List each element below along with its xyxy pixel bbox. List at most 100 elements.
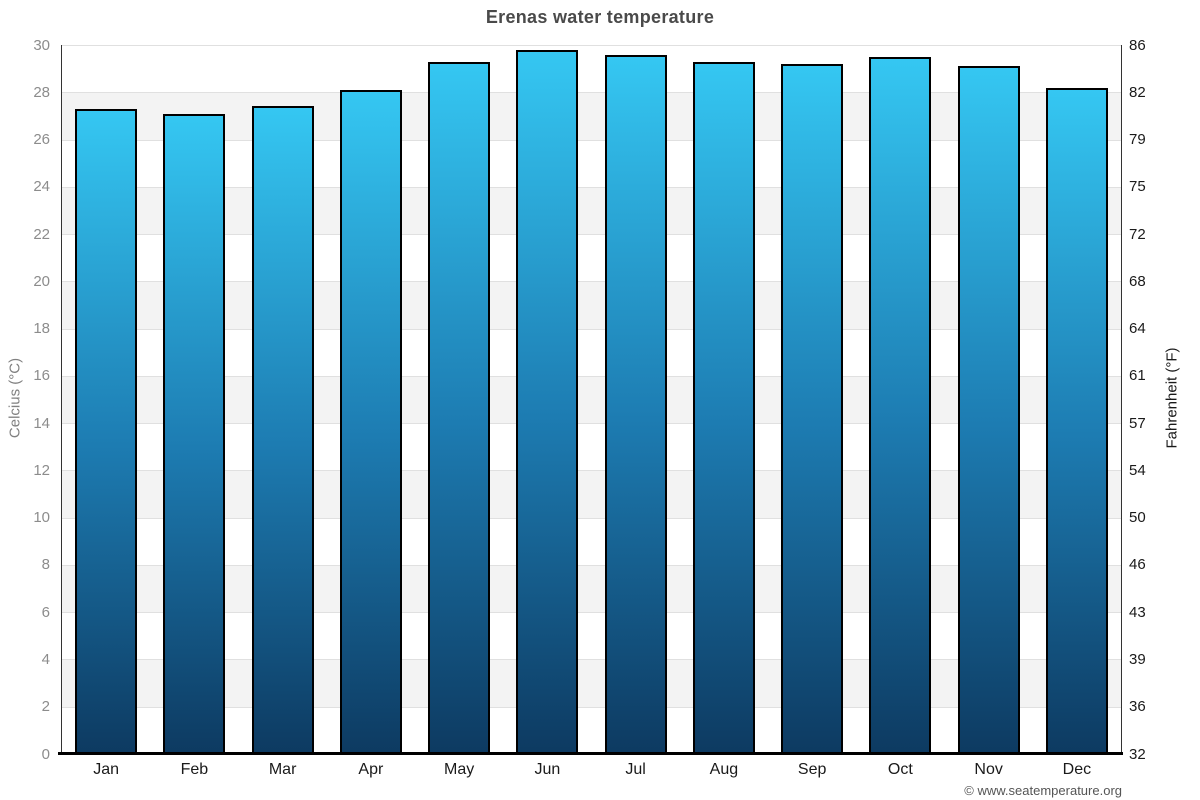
plot-band [62, 517, 1121, 565]
gridline [62, 564, 1121, 566]
bar-sep [781, 63, 844, 754]
plot-band [62, 45, 1121, 93]
x-tick-label-jun: Jun [534, 761, 561, 778]
x-tick-label-dec: Dec [1062, 761, 1092, 778]
bar-slot [150, 113, 238, 754]
x-tick-label-sep: Sep [797, 761, 827, 778]
left-axis-line [61, 45, 62, 754]
bar-nov [957, 66, 1020, 754]
gridline [62, 706, 1121, 708]
y-tick-label-left: 24 [33, 178, 50, 196]
gridline [62, 234, 1121, 236]
gridline [62, 92, 1121, 94]
y-tick-label-left: 12 [33, 461, 50, 479]
x-tick-label-nov: Nov [974, 761, 1003, 778]
y-tick-label-right: 86 [1129, 36, 1146, 54]
bar-slot [1033, 87, 1121, 754]
gridline [62, 423, 1121, 425]
bar-slot [62, 108, 150, 754]
bar-jun [516, 49, 579, 754]
y-tick-label-left: 6 [41, 603, 50, 621]
y-tick-label-left: 30 [33, 36, 50, 54]
y-tick-label-left: 22 [33, 225, 50, 243]
gridline [62, 139, 1121, 141]
y-tick-label-left: 20 [33, 272, 50, 290]
x-tick-label-apr: Apr [358, 761, 384, 778]
y-tick-label-right: 79 [1129, 131, 1146, 149]
y-tick-label-right: 64 [1129, 320, 1146, 338]
y-tick-label-left: 4 [41, 650, 50, 668]
y-tick-label-left: 10 [33, 509, 50, 527]
y-tick-label-left: 8 [41, 556, 50, 574]
x-axis-ticks: Jan Feb Mar Apr May Jun Jul Aug Sep Oct Nov Dec [62, 761, 1121, 779]
x-tick-label-oct: Oct [887, 761, 913, 778]
x-tick-label-jan: Jan [93, 761, 120, 778]
y-tick-label-left: 0 [41, 745, 50, 763]
y-axis-left-title: Celcius (°C) [6, 357, 24, 439]
x-axis-line [58, 752, 1123, 755]
bar-jan [75, 108, 138, 754]
bar-mar [251, 106, 314, 754]
bar-slot [239, 106, 327, 754]
bar-slot [768, 63, 856, 754]
x-tick-label-feb: Feb [180, 761, 209, 778]
plot-band [62, 281, 1121, 329]
gridline [62, 186, 1121, 188]
y-tick-label-right: 50 [1129, 509, 1146, 527]
copyright-text: © www.seatemperature.org [964, 783, 1122, 798]
y-tick-label-right: 54 [1129, 461, 1146, 479]
plot-area [61, 45, 1122, 754]
right-axis-line [1121, 45, 1122, 754]
x-tick-label-mar: Mar [268, 761, 297, 778]
plot-band [62, 328, 1121, 376]
plot-band [62, 139, 1121, 187]
plot-band [62, 186, 1121, 235]
bar-series [62, 45, 1121, 754]
bar-slot [680, 61, 768, 754]
y-tick-label-right: 46 [1129, 556, 1146, 574]
plot-band [62, 706, 1121, 754]
bar-jul [604, 54, 667, 754]
y-tick-label-right: 36 [1129, 698, 1146, 716]
bar-oct [869, 56, 932, 754]
x-tick-label-aug: Aug [709, 761, 739, 778]
x-tick-label-may: May [444, 761, 475, 778]
gridline [62, 281, 1121, 283]
y-tick-label-left: 18 [33, 320, 50, 338]
plot-band [62, 375, 1121, 424]
y-tick-label-right: 39 [1129, 650, 1146, 668]
y-axis-right-title: Fahrenheit (°F) [1163, 347, 1181, 449]
y-tick-label-right: 75 [1129, 178, 1146, 196]
gridline [62, 659, 1121, 661]
bar-slot [327, 89, 415, 754]
plot-band [62, 564, 1121, 613]
bar-dec [1045, 87, 1108, 754]
bar-slot [856, 56, 944, 754]
chart-title: Erenas water temperature [485, 7, 715, 27]
bar-slot [503, 49, 591, 754]
y-tick-label-right: 32 [1129, 745, 1146, 763]
plot-band [62, 92, 1121, 140]
bar-slot [945, 66, 1033, 754]
gridline [62, 328, 1121, 330]
bar-may [428, 61, 491, 754]
gridline [62, 45, 1121, 46]
y-tick-label-right: 68 [1129, 272, 1146, 290]
x-tick-label-jul: Jul [625, 761, 646, 778]
bar-aug [692, 61, 755, 754]
plot-band [62, 612, 1121, 660]
y-tick-label-left: 14 [33, 414, 50, 432]
y-tick-label-right: 43 [1129, 603, 1146, 621]
plot-band [62, 659, 1121, 707]
y-tick-label-left: 28 [33, 83, 50, 101]
y-tick-label-left: 26 [33, 131, 50, 149]
bar-apr [339, 89, 402, 754]
bar-feb [163, 113, 226, 754]
y-tick-label-right: 57 [1129, 414, 1146, 432]
plot-band [62, 470, 1121, 518]
gridline [62, 470, 1121, 472]
gridline [62, 375, 1121, 377]
y-tick-label-right: 82 [1129, 83, 1146, 101]
y-tick-label-right: 72 [1129, 225, 1146, 243]
